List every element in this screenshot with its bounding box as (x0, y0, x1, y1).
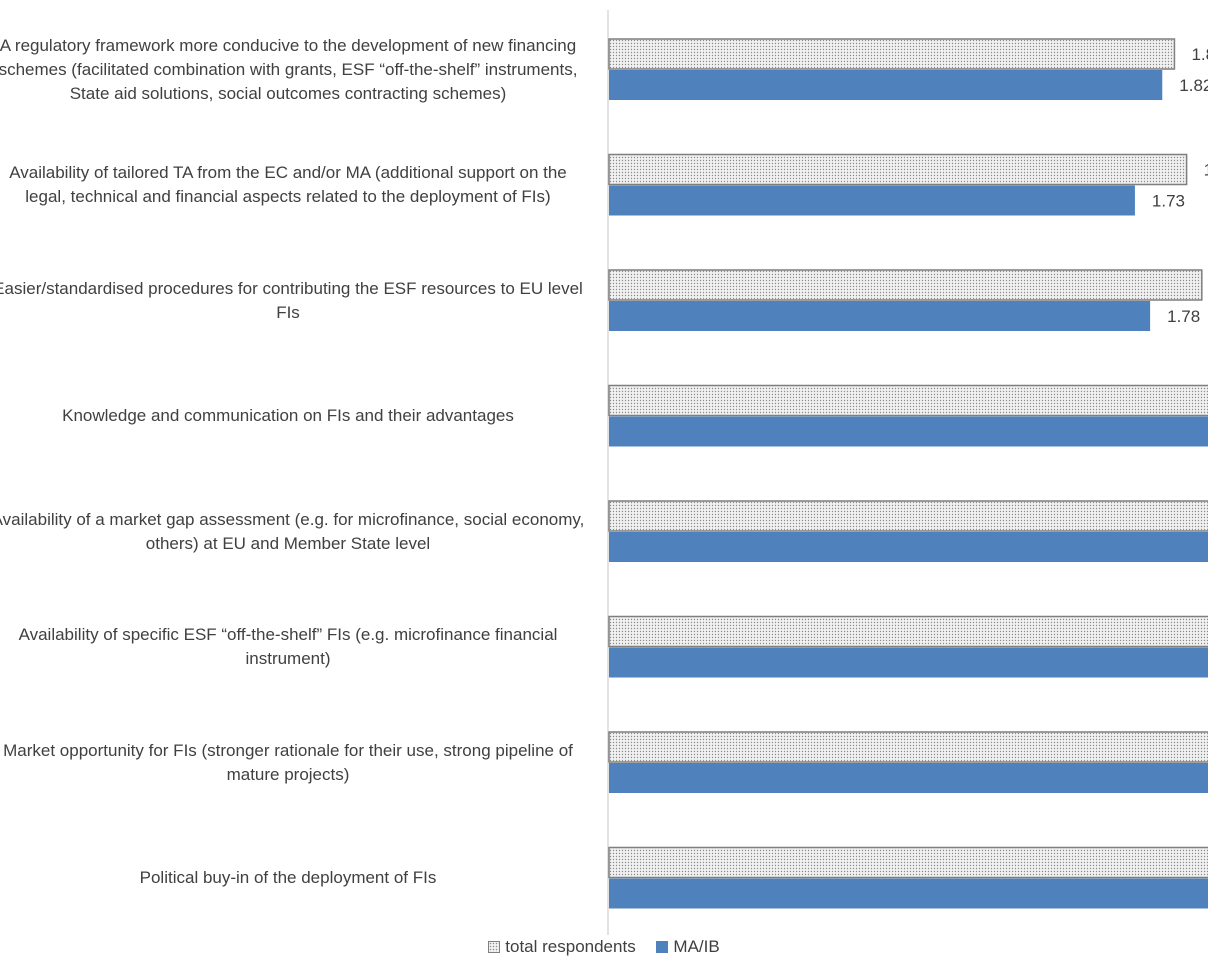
bar-total-4 (608, 384, 1208, 417)
category-label-3: Easier/standardised procedures for contr… (0, 278, 583, 322)
bar-total-2 (608, 153, 1188, 186)
legend-item-ma-ib: MA/IB (656, 937, 720, 957)
bar-ma-ib-6 (609, 647, 1208, 678)
legend-label-ma-ib: MA/IB (673, 937, 720, 956)
legend-swatch-ma-ib (656, 941, 669, 953)
legend-item-total: total respondents (488, 937, 636, 957)
bar-ma-ib-5 (609, 532, 1208, 562)
bar-total-3 (608, 269, 1203, 301)
legend-label-total: total respondents (505, 937, 636, 956)
category-label-4: Knowledge and communication on FIs and t… (62, 406, 514, 425)
value-label-total-1: 1.86 (1191, 45, 1208, 64)
value-label-ma-ib-1: 1.82 (1179, 76, 1208, 95)
value-label-ma-ib-2: 1.73 (1152, 192, 1185, 211)
category-label-2: Availability of tailored TA from the EC … (9, 163, 567, 206)
category-label-5: Availability of a market gap assessment … (0, 509, 585, 553)
category-label-7: Market opportunity for FIs (stronger rat… (3, 740, 573, 784)
bar-ma-ib-7 (609, 763, 1208, 793)
bar-chart: 1.861.821.901.731.951.782.002.072.082.07… (607, 10, 1208, 935)
legend: total respondents MA/IB (0, 937, 1208, 958)
bar-ma-ib-1 (609, 70, 1163, 100)
legend-swatch-total (488, 941, 501, 953)
bar-ma-ib-2 (609, 185, 1135, 216)
category-label-6: Availability of specific ESF “off-the-sh… (18, 625, 558, 668)
bar-ma-ib-4 (609, 416, 1208, 447)
bar-total-7 (608, 731, 1208, 763)
value-label-ma-ib-3: 1.78 (1167, 307, 1200, 326)
bar-total-8 (608, 846, 1208, 879)
bar-total-1 (608, 38, 1176, 70)
bar-ma-ib-3 (609, 301, 1151, 331)
category-label-8: Political buy-in of the deployment of FI… (139, 868, 437, 887)
bar-total-5 (608, 500, 1208, 532)
bar-total-6 (608, 615, 1208, 648)
category-label-1: A regulatory framework more conducive to… (0, 35, 578, 103)
value-label-total-2: 1.90 (1204, 161, 1208, 180)
bar-ma-ib-8 (609, 878, 1208, 909)
